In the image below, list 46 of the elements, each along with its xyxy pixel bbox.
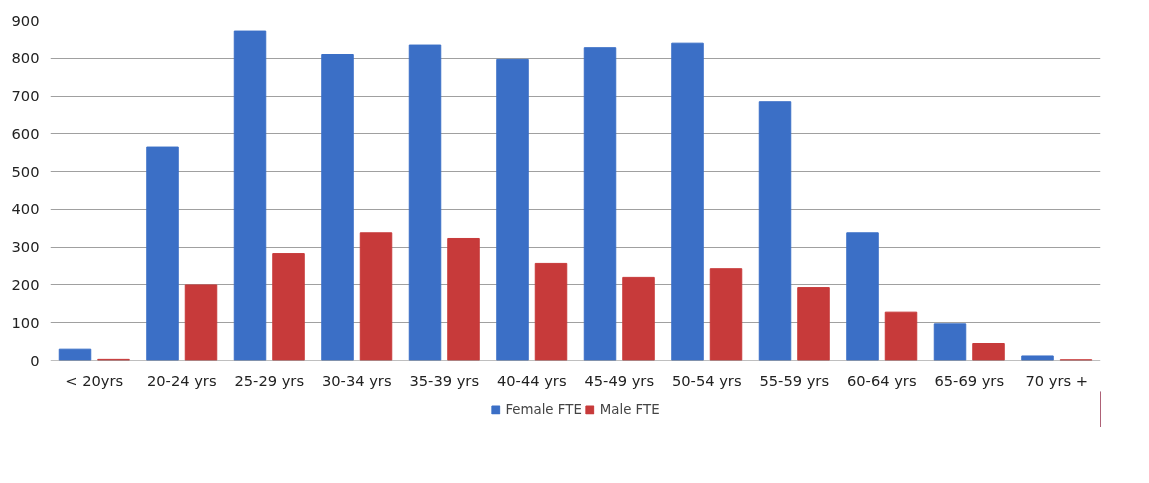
y-tick-label: 0 [30, 351, 40, 369]
bar [671, 42, 704, 361]
y-tick-label: 600 [11, 124, 40, 142]
y-tick-label: 500 [11, 162, 40, 180]
bar [972, 343, 1005, 361]
y-tick-label: 700 [11, 87, 40, 105]
y-tick-label: 400 [11, 200, 40, 218]
bar [58, 348, 92, 361]
bar [583, 47, 617, 361]
bar [184, 284, 218, 361]
bar [933, 323, 967, 361]
bar [146, 146, 179, 361]
x-tick-label: 35-39 yrs [409, 371, 480, 389]
bar [534, 262, 568, 361]
y-tick-label: 900 [11, 11, 40, 29]
bar [359, 232, 393, 361]
bar [447, 237, 480, 361]
bar [233, 30, 267, 361]
x-tick-label: 25-29 yrs [234, 371, 305, 389]
x-tick-label: 55-59 yrs [759, 371, 830, 389]
x-tick-label: 20-24 yrs [146, 371, 217, 389]
bar [408, 44, 442, 361]
x-tick-label: 45-49 yrs [584, 371, 655, 389]
bar [622, 276, 655, 361]
legend-label: Male FTE [599, 401, 660, 417]
bar [272, 253, 305, 361]
bar [321, 54, 354, 361]
legend-label: Female FTE [505, 401, 582, 417]
y-tick-label: 200 [11, 275, 40, 293]
x-tick-label: 60-64 yrs [846, 371, 917, 389]
x-tick-label: 40-44 yrs [496, 371, 567, 389]
x-tick-label: 70 yrs + [1025, 371, 1089, 389]
bar [884, 311, 918, 361]
x-tick-label: 65-69 yrs [934, 371, 1005, 389]
bar [709, 268, 743, 361]
y-tick-label: 300 [11, 238, 40, 256]
bar [758, 101, 792, 361]
bar [846, 232, 879, 361]
x-tick-label: 50-54 yrs [671, 371, 742, 389]
bar [1021, 355, 1054, 361]
x-tick-label: 30-34 yrs [321, 371, 392, 389]
x-tick-label: < 20yrs [65, 371, 124, 389]
y-tick-label: 100 [11, 313, 40, 331]
bar [797, 287, 830, 361]
y-tick-label: 800 [11, 49, 40, 67]
bar [496, 58, 529, 361]
